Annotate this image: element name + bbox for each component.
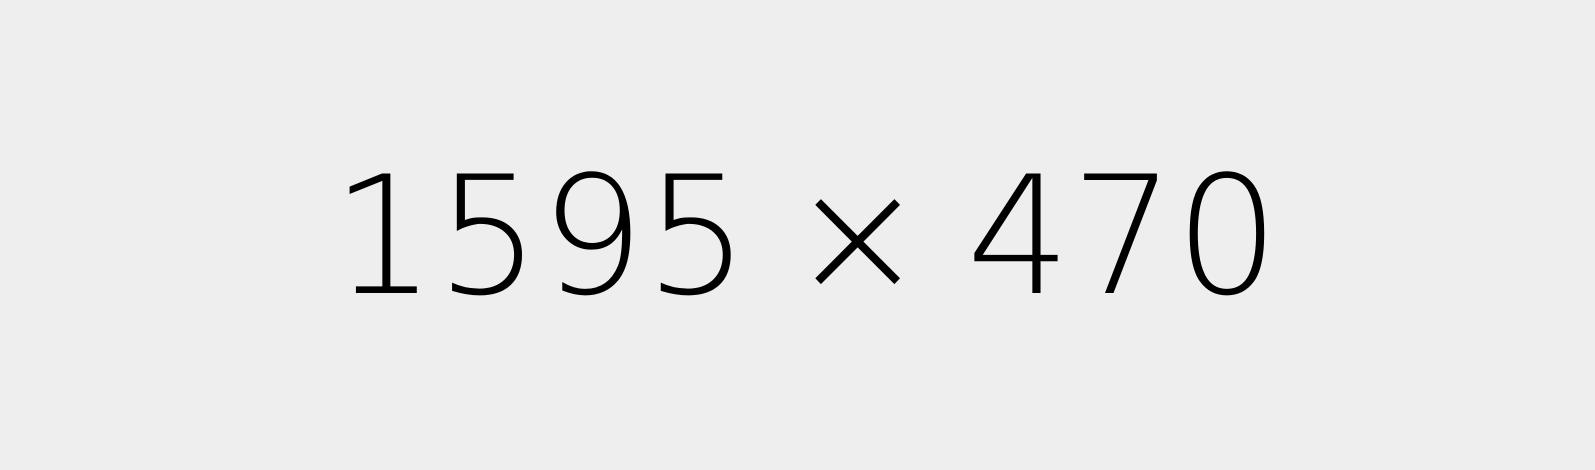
width-value: 1595 [331,141,749,332]
height-value: 470 [966,141,1280,332]
times-symbol: × [788,141,927,332]
